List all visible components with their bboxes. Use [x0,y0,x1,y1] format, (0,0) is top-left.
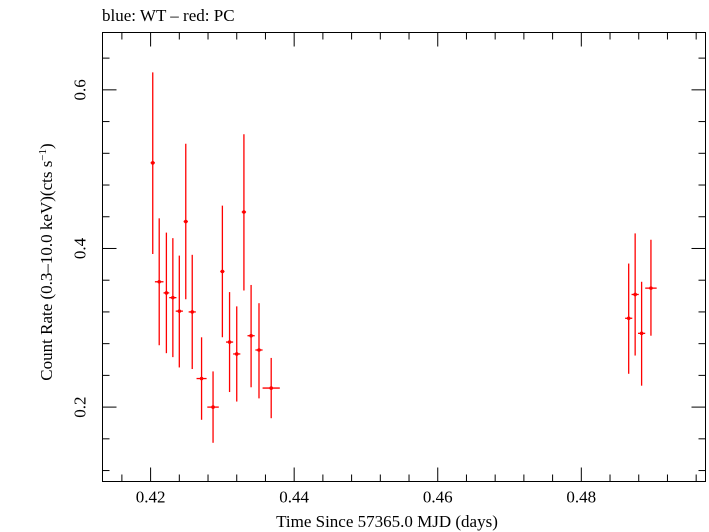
point-marker [227,340,232,344]
chart-title: blue: WT – red: PC [102,6,235,25]
point-marker [626,316,631,321]
x-tick-label: 0.48 [566,488,596,507]
y-axis-label-close: ) [37,143,56,149]
point-marker [633,292,637,297]
point-marker [234,352,239,356]
point-marker [220,269,225,274]
data-point [241,134,247,291]
data-point [188,254,196,370]
data-point [631,233,639,356]
data-point [169,238,177,358]
y-tick-labels: 0.2 0.4 0.6 [71,79,90,418]
point-marker [177,309,182,313]
point-marker [257,348,261,352]
data-point [183,143,188,300]
point-marker [639,331,644,336]
x-tick-label: 0.44 [279,488,309,507]
data-point [225,292,234,393]
data-points [150,72,657,443]
y-axis-label-exponent: −1 [37,149,49,161]
data-point [150,72,155,255]
y-axis-label: Count Rate (0.3–10.0 keV)(cts s−1) [37,143,56,380]
point-marker [649,286,653,290]
data-point [645,239,657,336]
data-point [207,371,219,443]
y-tick-label: 0.2 [71,396,90,417]
x-tick-label: 0.42 [136,488,166,507]
x-axis-label: Time Since 57365.0 MJD (days) [276,512,498,531]
point-marker [242,210,246,214]
y-tick-label: 0.4 [71,237,90,259]
point-marker [211,405,215,409]
data-point [196,337,207,420]
point-marker [249,333,253,338]
data-point [625,263,633,374]
point-marker [164,291,169,295]
data-point [175,255,183,368]
data-point [220,205,225,338]
data-point [255,303,263,399]
y-tick-label: 0.6 [71,79,90,100]
point-marker [171,295,175,300]
plot-frame [102,32,706,482]
data-point [163,232,170,354]
point-marker [190,310,195,314]
point-marker [150,161,155,165]
data-point [247,284,255,388]
point-marker [199,376,204,381]
data-point [233,306,241,402]
point-marker [183,219,188,224]
x-tick-labels: 0.42 0.44 0.46 0.48 [136,488,596,507]
axis-ticks [102,32,706,482]
point-marker [269,386,273,390]
data-point [154,218,164,346]
y-axis-label-main: Count Rate (0.3–10.0 keV)(cts s [37,161,56,381]
x-tick-label: 0.46 [423,488,453,507]
point-marker [157,279,162,284]
data-point [638,281,646,386]
data-point [262,357,280,419]
